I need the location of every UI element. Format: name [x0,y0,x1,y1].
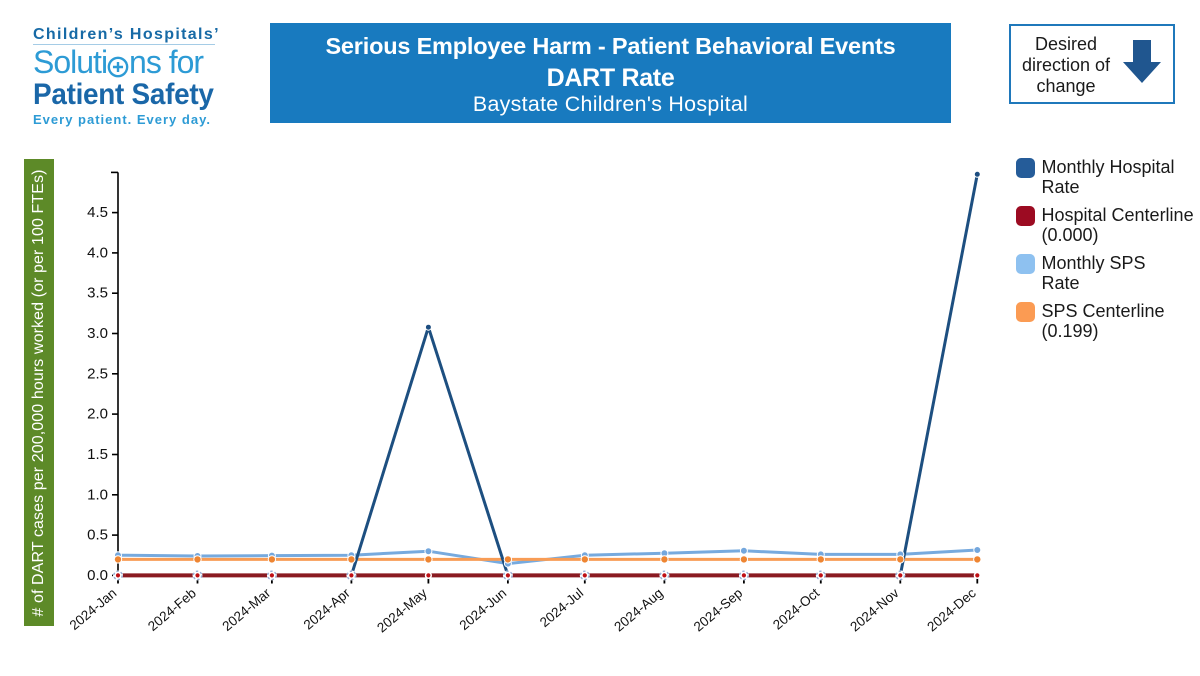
svg-text:2024-May: 2024-May [374,585,430,635]
svg-text:2024-Dec: 2024-Dec [924,585,979,634]
svg-text:2024-Oct: 2024-Oct [770,585,822,632]
svg-text:1.0: 1.0 [87,486,108,503]
svg-text:3.0: 3.0 [87,325,108,342]
svg-text:2024-Apr: 2024-Apr [301,585,354,633]
svg-text:2024-Aug: 2024-Aug [611,585,666,634]
svg-text:4.5: 4.5 [87,204,108,221]
svg-text:2.0: 2.0 [87,406,108,423]
svg-text:3.5: 3.5 [87,285,108,302]
svg-text:0.5: 0.5 [87,527,108,544]
svg-text:2024-Feb: 2024-Feb [145,585,199,634]
svg-text:2024-Sep: 2024-Sep [691,585,746,634]
svg-text:4.0: 4.0 [87,244,108,261]
svg-text:2024-Jul: 2024-Jul [537,585,586,630]
svg-text:2.5: 2.5 [87,365,108,382]
svg-text:0.0: 0.0 [87,567,108,584]
svg-text:1.5: 1.5 [87,446,108,463]
svg-text:2024-Jun: 2024-Jun [457,585,510,633]
svg-text:2024-Nov: 2024-Nov [847,585,902,634]
svg-text:2024-Mar: 2024-Mar [219,585,273,634]
svg-text:2024-Jan: 2024-Jan [67,585,120,633]
